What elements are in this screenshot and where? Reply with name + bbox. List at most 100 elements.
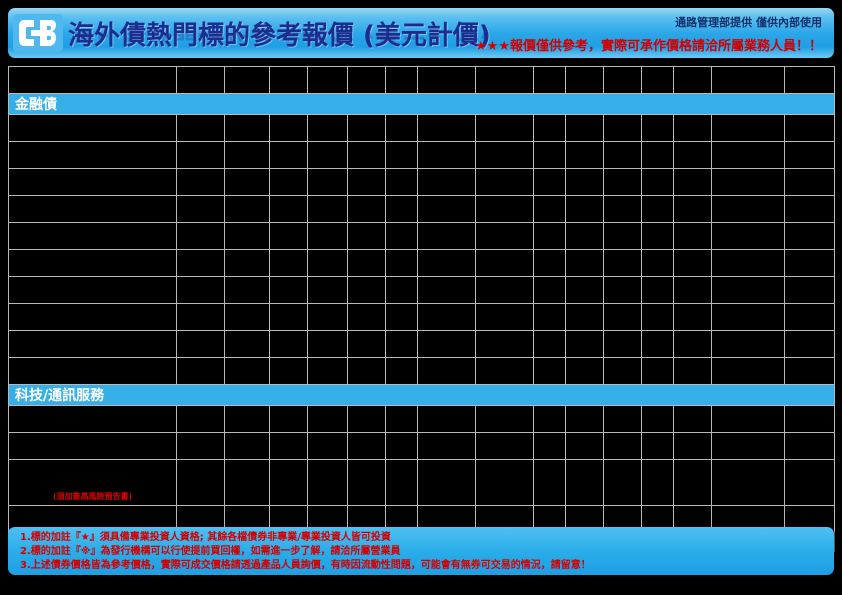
table-cell[interactable] bbox=[641, 114, 674, 142]
table-cell[interactable] bbox=[307, 459, 348, 506]
table-cell[interactable] bbox=[673, 330, 712, 358]
table-cell[interactable] bbox=[673, 114, 712, 142]
table-cell[interactable] bbox=[385, 303, 418, 331]
table-cell[interactable] bbox=[711, 330, 785, 358]
table-cell[interactable] bbox=[385, 222, 418, 250]
table-cell[interactable] bbox=[417, 357, 476, 385]
table-cell[interactable] bbox=[711, 195, 785, 223]
table-cell[interactable] bbox=[347, 276, 386, 304]
table-cell[interactable] bbox=[224, 195, 270, 223]
table-cell[interactable] bbox=[307, 357, 348, 385]
table-cell[interactable] bbox=[307, 405, 348, 433]
table-cell[interactable] bbox=[269, 141, 308, 169]
table-cell[interactable] bbox=[641, 432, 674, 460]
table-cell[interactable] bbox=[307, 66, 348, 94]
table-cell[interactable] bbox=[784, 459, 835, 506]
table-cell[interactable] bbox=[176, 141, 225, 169]
table-cell[interactable] bbox=[385, 195, 418, 223]
table-cell[interactable] bbox=[603, 357, 642, 385]
table-cell[interactable] bbox=[603, 66, 642, 94]
table-cell[interactable] bbox=[269, 303, 308, 331]
table-cell[interactable] bbox=[603, 222, 642, 250]
table-cell[interactable] bbox=[347, 459, 386, 506]
table-cell[interactable] bbox=[417, 303, 476, 331]
table-cell[interactable] bbox=[417, 249, 476, 277]
table-cell[interactable] bbox=[565, 222, 604, 250]
table-cell[interactable] bbox=[224, 303, 270, 331]
table-cell[interactable] bbox=[176, 405, 225, 433]
table-cell[interactable] bbox=[603, 459, 642, 506]
table-cell[interactable] bbox=[711, 276, 785, 304]
table-cell[interactable] bbox=[385, 459, 418, 506]
table-cell[interactable] bbox=[347, 303, 386, 331]
table-cell[interactable] bbox=[784, 432, 835, 460]
table-cell[interactable] bbox=[417, 66, 476, 94]
table-cell[interactable] bbox=[475, 432, 534, 460]
table-cell[interactable] bbox=[307, 432, 348, 460]
table-cell[interactable] bbox=[641, 195, 674, 223]
table-cell[interactable] bbox=[224, 432, 270, 460]
table-cell[interactable] bbox=[385, 141, 418, 169]
table-cell[interactable] bbox=[269, 357, 308, 385]
table-cell[interactable] bbox=[641, 141, 674, 169]
table-cell[interactable] bbox=[347, 222, 386, 250]
table-cell[interactable] bbox=[565, 249, 604, 277]
table-cell[interactable] bbox=[565, 114, 604, 142]
table-cell[interactable] bbox=[784, 168, 835, 196]
table-cell[interactable] bbox=[475, 141, 534, 169]
table-cell[interactable] bbox=[269, 330, 308, 358]
table-cell[interactable] bbox=[417, 222, 476, 250]
table-cell[interactable] bbox=[269, 66, 308, 94]
table-cell[interactable] bbox=[224, 249, 270, 277]
table-cell[interactable] bbox=[8, 141, 177, 169]
table-cell[interactable] bbox=[385, 66, 418, 94]
table-cell[interactable] bbox=[385, 114, 418, 142]
table-cell[interactable] bbox=[224, 330, 270, 358]
table-cell[interactable]: (須加簽高風險預告書) bbox=[8, 459, 177, 506]
table-cell[interactable] bbox=[347, 405, 386, 433]
table-cell[interactable] bbox=[673, 459, 712, 506]
table-cell[interactable] bbox=[176, 249, 225, 277]
table-cell[interactable] bbox=[565, 66, 604, 94]
table-cell[interactable] bbox=[533, 141, 566, 169]
table-cell[interactable] bbox=[475, 195, 534, 223]
table-cell[interactable] bbox=[711, 168, 785, 196]
table-cell[interactable] bbox=[603, 303, 642, 331]
table-cell[interactable] bbox=[475, 276, 534, 304]
table-cell[interactable] bbox=[417, 459, 476, 506]
table-cell[interactable] bbox=[347, 249, 386, 277]
table-cell[interactable] bbox=[8, 330, 177, 358]
table-cell[interactable] bbox=[8, 114, 177, 142]
table-cell[interactable] bbox=[711, 405, 785, 433]
table-cell[interactable] bbox=[307, 168, 348, 196]
table-cell[interactable] bbox=[176, 66, 225, 94]
table-cell[interactable] bbox=[565, 432, 604, 460]
table-cell[interactable] bbox=[385, 249, 418, 277]
table-cell[interactable] bbox=[603, 114, 642, 142]
table-cell[interactable] bbox=[475, 168, 534, 196]
table-cell[interactable] bbox=[347, 114, 386, 142]
table-cell[interactable] bbox=[603, 168, 642, 196]
table-cell[interactable] bbox=[385, 405, 418, 433]
table-cell[interactable] bbox=[475, 66, 534, 94]
table-cell[interactable] bbox=[603, 249, 642, 277]
table-cell[interactable] bbox=[224, 141, 270, 169]
table-cell[interactable] bbox=[565, 276, 604, 304]
table-cell[interactable] bbox=[784, 276, 835, 304]
table-cell[interactable] bbox=[475, 459, 534, 506]
table-cell[interactable] bbox=[269, 432, 308, 460]
table-cell[interactable] bbox=[565, 195, 604, 223]
table-cell[interactable] bbox=[533, 114, 566, 142]
table-cell[interactable] bbox=[224, 66, 270, 94]
table-cell[interactable] bbox=[565, 141, 604, 169]
table-cell[interactable] bbox=[224, 357, 270, 385]
table-cell[interactable] bbox=[711, 303, 785, 331]
table-cell[interactable] bbox=[475, 357, 534, 385]
table-cell[interactable] bbox=[224, 405, 270, 433]
table-cell[interactable] bbox=[8, 357, 177, 385]
table-cell[interactable] bbox=[711, 222, 785, 250]
table-cell[interactable] bbox=[641, 276, 674, 304]
table-cell[interactable] bbox=[269, 405, 308, 433]
table-cell[interactable] bbox=[347, 357, 386, 385]
table-cell[interactable] bbox=[565, 303, 604, 331]
